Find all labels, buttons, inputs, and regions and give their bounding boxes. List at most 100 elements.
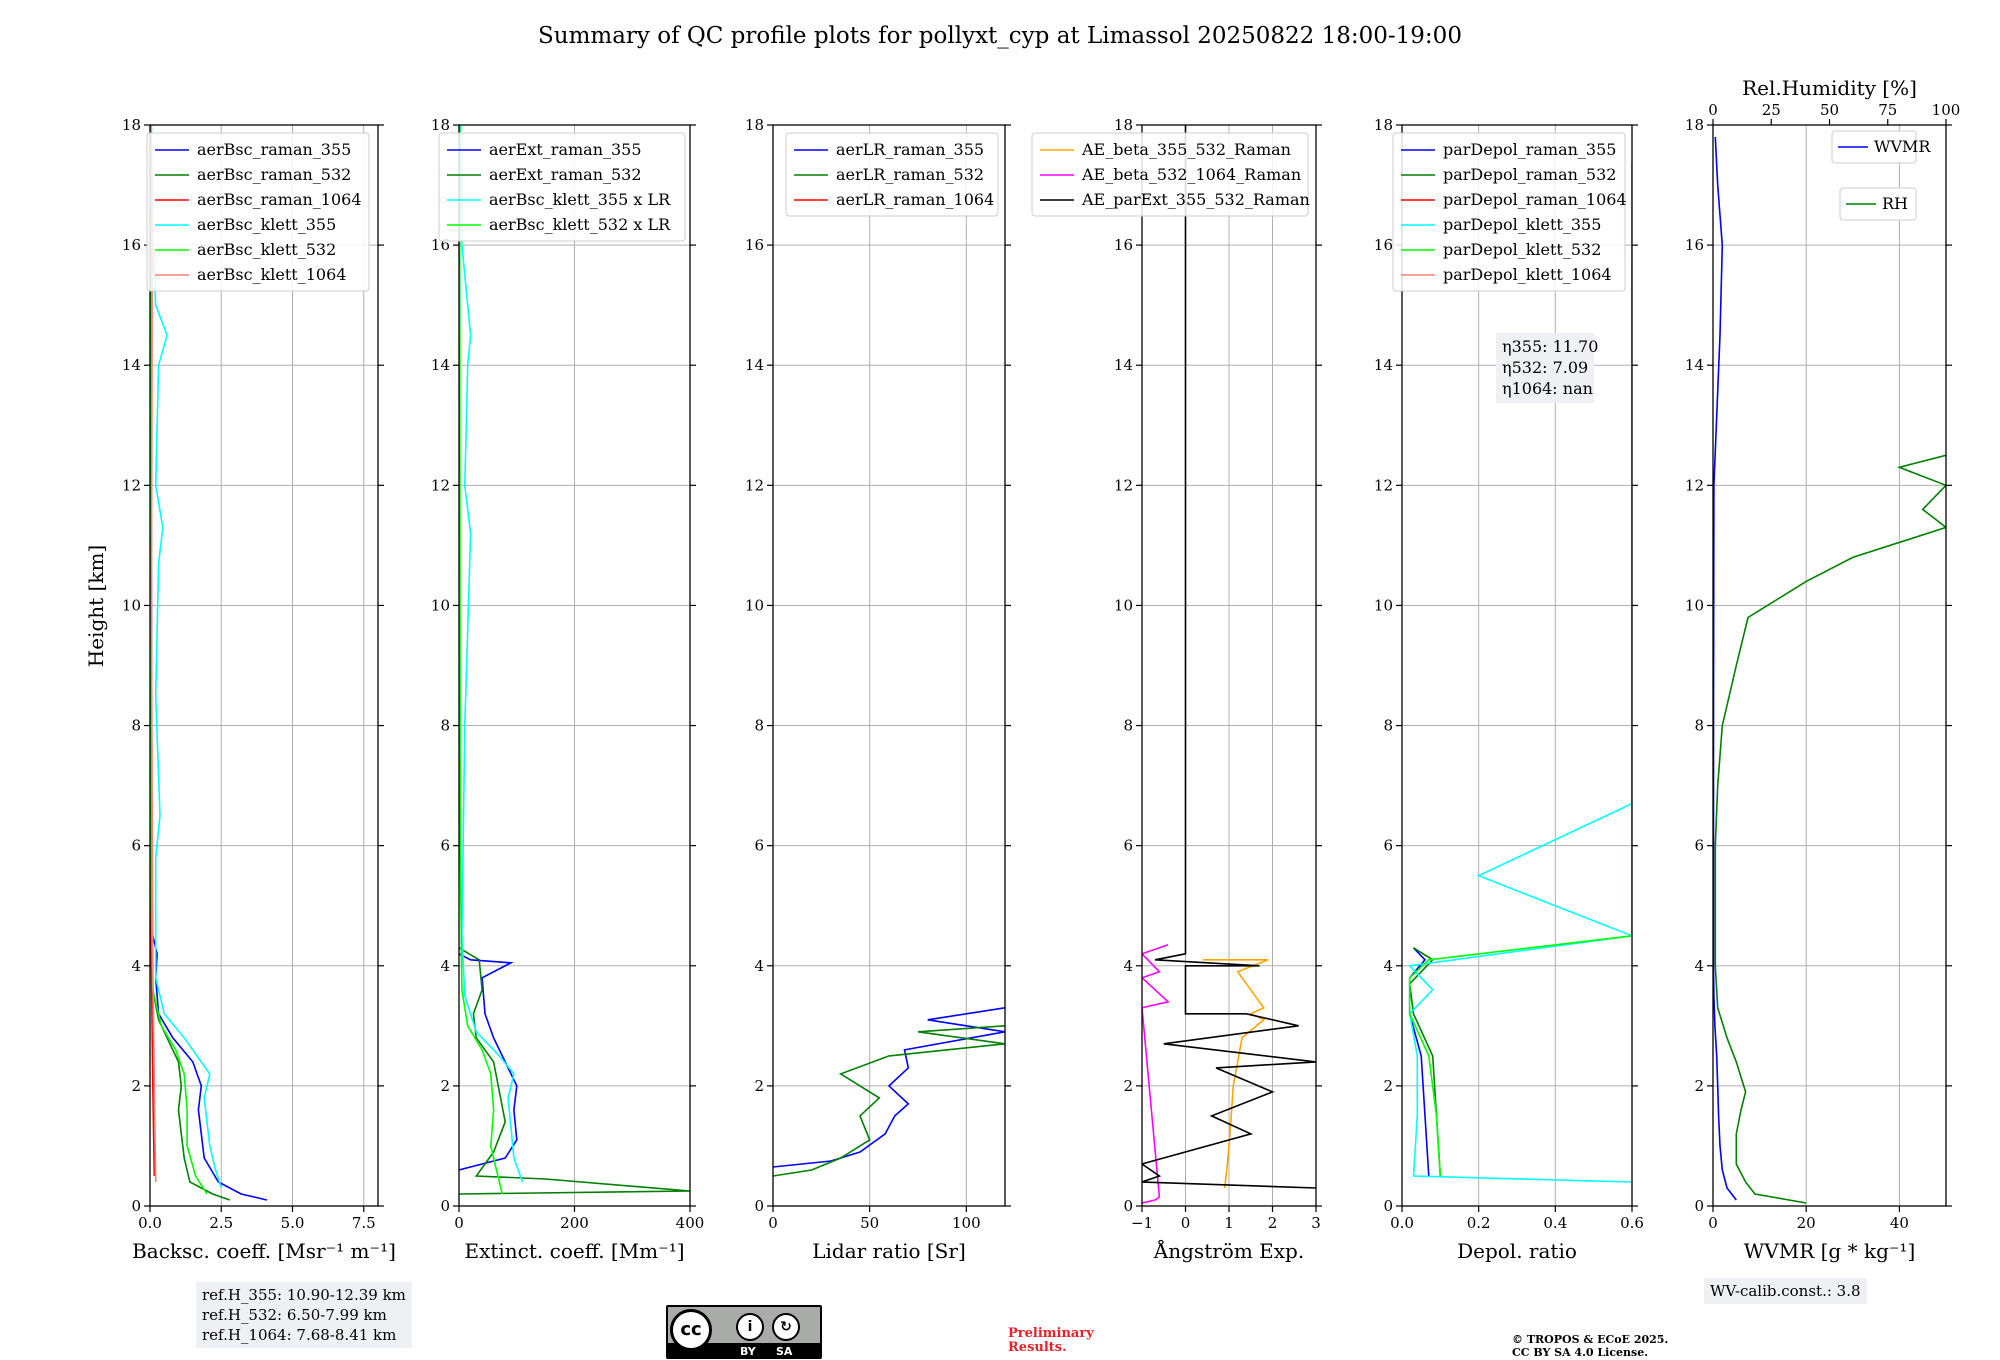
legend-entry: aerBsc_raman_1064	[197, 190, 362, 209]
legend-entry: AE_beta_532_1064_Raman	[1081, 165, 1301, 184]
y-tick-label: 2	[1123, 1077, 1133, 1095]
x-tick-label: 0.0	[138, 1214, 162, 1232]
y-tick-label: 12	[1114, 476, 1133, 494]
figure-title: Summary of QC profile plots for pollyxt_…	[538, 23, 1462, 49]
x-tick-label: 0	[1708, 1214, 1718, 1232]
y-tick-label: 16	[745, 236, 764, 254]
legend-entry: parDepol_klett_355	[1443, 215, 1601, 234]
legend-box	[1831, 130, 1917, 164]
x-tick-label: 20	[1797, 1214, 1816, 1232]
wv-calibration-box: WV-calib.const.: 3.8	[1704, 1278, 1867, 1304]
axes-frame	[458, 124, 691, 1207]
x-tick-label: 0	[1181, 1214, 1191, 1232]
legend-entry: parDepol_raman_1064	[1443, 190, 1627, 209]
y-tick-label: 2	[754, 1077, 764, 1095]
y-tick-label: 12	[745, 476, 764, 494]
eta-annotation-line: η355: 11.70	[1502, 337, 1598, 356]
by-attribution-icon: i	[736, 1313, 764, 1341]
series-line-aerBsc_klett_532	[150, 125, 208, 1195]
y-tick-label: 4	[1123, 957, 1133, 975]
y-tick-label: 18	[745, 116, 764, 134]
x-tick-label: 7.5	[352, 1214, 376, 1232]
shared-y-axis-label: Height [km]	[84, 545, 108, 667]
cc-logo-icon: cc	[670, 1309, 712, 1351]
y-tick-label: 4	[440, 957, 450, 975]
eta-annotation-box	[1496, 333, 1594, 403]
axes-frame	[1401, 124, 1633, 1207]
y-tick-label: 2	[440, 1077, 450, 1095]
y-tick-label: 14	[431, 356, 450, 374]
x-tick-label: 3	[1311, 1214, 1321, 1232]
copyright-line-2: CC BY SA 4.0 License.	[1512, 1346, 1649, 1359]
series-line-aerLR_raman_532	[773, 1025, 1005, 1177]
y-tick-label: 18	[1685, 116, 1704, 134]
y-tick-label: 16	[1685, 236, 1704, 254]
y-tick-label: 12	[122, 476, 141, 494]
legend-entry: aerExt_raman_355	[489, 140, 642, 159]
series-group	[459, 125, 690, 1195]
y-tick-label: 2	[131, 1077, 141, 1095]
ref-height-532: ref.H_532: 6.50-7.99 km	[202, 1306, 387, 1324]
y-tick-label: 16	[1114, 236, 1133, 254]
series-line-WVMR	[1713, 136, 1737, 1201]
y-tick-label: 2	[1694, 1077, 1704, 1095]
legend-entry: aerExt_raman_532	[489, 165, 642, 184]
legend-entry: aerBsc_klett_532	[197, 240, 336, 259]
preliminary-note: Preliminary Results.	[1008, 1327, 1094, 1355]
y-tick-label: 4	[1383, 957, 1393, 975]
y-tick-label: 18	[1374, 116, 1393, 134]
y-tick-label: 10	[1374, 596, 1393, 614]
x2-tick-label: 75	[1878, 101, 1897, 119]
legend-box	[1031, 132, 1309, 217]
sa-share-alike-icon: ↻	[772, 1313, 800, 1341]
y-tick-label: 6	[1123, 837, 1133, 855]
y-tick-label: 10	[745, 596, 764, 614]
axes-frame	[1141, 124, 1317, 1207]
series-line-parDepol_klett_355	[1408, 263, 1632, 1183]
y-tick-label: 0	[1123, 1197, 1133, 1215]
legend-box	[1839, 187, 1917, 221]
y-tick-label: 12	[1374, 476, 1393, 494]
legend-entry: aerLR_raman_355	[836, 140, 984, 159]
y-tick-label: 14	[1114, 356, 1133, 374]
legend-entry: aerBsc_klett_532 x LR	[489, 215, 671, 234]
y-tick-label: 6	[754, 837, 764, 855]
x2-tick-label: 50	[1820, 101, 1839, 119]
legend-entry: WVMR	[1874, 137, 1931, 156]
series-line-AE_beta_355_532_Raman	[1202, 959, 1269, 1189]
legend-entry: aerBsc_klett_355	[197, 215, 336, 234]
axes-frame	[772, 124, 1006, 1207]
y-tick-label: 16	[1374, 236, 1393, 254]
y-tick-label: 4	[131, 957, 141, 975]
y-tick-label: 4	[1694, 957, 1704, 975]
y-tick-label: 18	[431, 116, 450, 134]
x-tick-label: 50	[860, 1214, 879, 1232]
copyright-line-1: © TROPOS & ECoE 2025.	[1512, 1333, 1669, 1346]
legend-entry: aerBsc_raman_532	[197, 165, 351, 184]
y-tick-label: 12	[431, 476, 450, 494]
y-tick-label: 4	[754, 957, 764, 975]
y-tick-label: 10	[1114, 596, 1133, 614]
series-line-aerExt_raman_355	[459, 953, 518, 1171]
cc-sa-label: SA	[776, 1345, 793, 1358]
eta-annotation-line: η1064: nan	[1502, 379, 1593, 398]
cc-license-badge: cc i ↻ BY SA	[666, 1305, 822, 1359]
panel-1: 0 2 4 6 8 10 12 14 16 18 0.0 2.5 5.0 7.5 Backsc. coeff…	[122, 116, 396, 1263]
legend-entry: aerBsc_klett_1064	[197, 265, 346, 284]
y-tick-label: 10	[431, 596, 450, 614]
reference-heights-box: ref.H_355: 10.90-12.39 km ref.H_532: 6.5…	[196, 1282, 412, 1348]
y-tick-label: 0	[1383, 1197, 1393, 1215]
x2-tick-label: 100	[1932, 101, 1961, 119]
wv-calib-constant: WV-calib.const.: 3.8	[1710, 1282, 1861, 1300]
preliminary-line-1: Preliminary	[1008, 1326, 1094, 1341]
x2-axis-label: Rel.Humidity [%]	[1742, 76, 1917, 100]
x2-tick-label: 25	[1762, 101, 1781, 119]
legend-entry: aerLR_raman_1064	[836, 190, 994, 209]
y-tick-label: 10	[1685, 596, 1704, 614]
y-tick-label: 2	[1383, 1077, 1393, 1095]
series-line-aerBsc_klett_355	[150, 125, 223, 1189]
legend-box	[785, 132, 999, 217]
y-tick-label: 8	[1123, 717, 1133, 735]
